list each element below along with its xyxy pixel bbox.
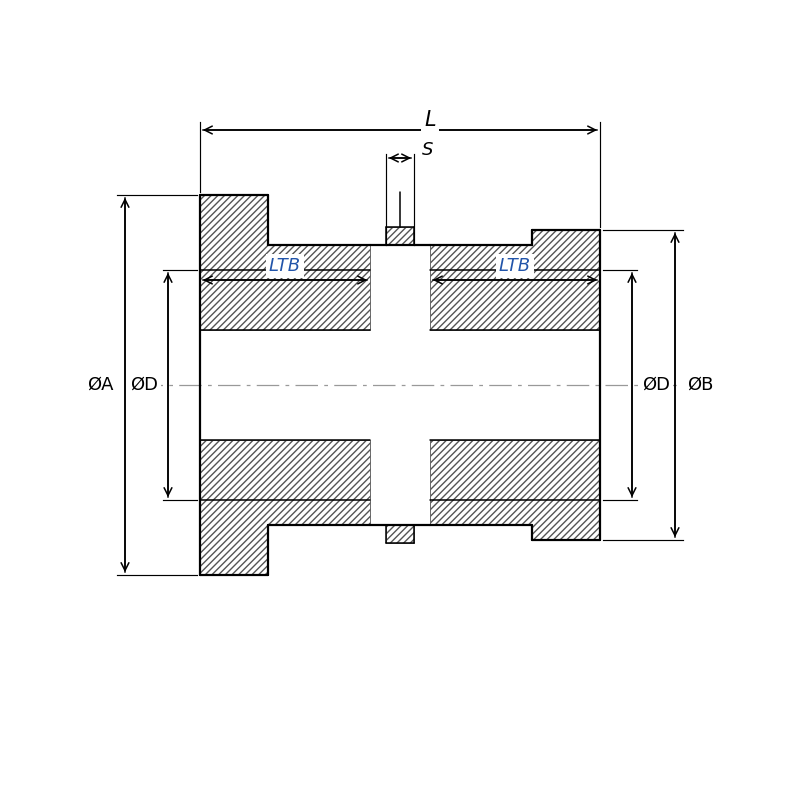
Text: ØA: ØA: [86, 376, 114, 394]
Polygon shape: [386, 227, 414, 245]
Text: L: L: [424, 110, 436, 130]
Polygon shape: [386, 525, 414, 543]
Polygon shape: [200, 195, 370, 330]
Polygon shape: [430, 440, 600, 540]
Text: LTB: LTB: [499, 257, 531, 275]
Text: LTB: LTB: [269, 257, 301, 275]
Text: S: S: [422, 141, 434, 159]
Polygon shape: [430, 230, 600, 330]
Polygon shape: [200, 440, 370, 575]
Text: ØD: ØD: [130, 376, 158, 394]
Text: ØD: ØD: [642, 376, 670, 394]
Text: ØB: ØB: [687, 376, 713, 394]
